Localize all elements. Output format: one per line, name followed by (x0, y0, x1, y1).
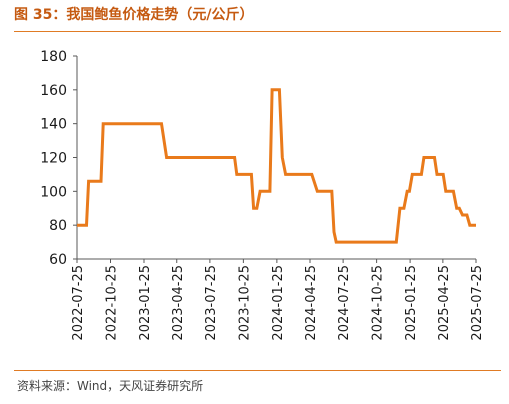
source-note: 资料来源：Wind，天风证券研究所 (17, 379, 204, 393)
title-rule (14, 31, 501, 32)
x-tick-label: 2023-10-25 (237, 265, 252, 341)
x-tick-label: 2023-01-25 (138, 265, 153, 341)
x-tick-label: 2025-04-25 (437, 265, 452, 341)
axes: 60 80 100 120 140 160 180 2022-07-25 2022-10-25 2… (40, 49, 485, 341)
y-tick-label: 80 (49, 218, 67, 234)
y-tick-label: 160 (40, 83, 67, 99)
series-layer (76, 88, 477, 244)
y-tick-label: 60 (49, 252, 67, 268)
x-tick-label: 2022-10-25 (104, 265, 119, 341)
x-tick-label: 2024-04-25 (304, 265, 319, 341)
footer-rule (14, 370, 501, 371)
x-tick-label: 2023-07-25 (204, 265, 219, 341)
x-tick-label: 2024-10-25 (371, 265, 386, 341)
x-tick-label: 2025-07-25 (470, 265, 485, 341)
price-series-line (77, 88, 476, 244)
x-tick-label: 2024-07-25 (337, 265, 352, 341)
x-tick-label: 2023-04-25 (171, 265, 186, 341)
y-tick-label: 140 (40, 117, 67, 133)
figure-title: 图 35：我国鲍鱼价格走势（元/公斤） (14, 7, 254, 23)
y-tick-label: 180 (40, 49, 67, 65)
x-tick-label: 2022-07-25 (71, 265, 86, 341)
x-tick-label: 2025-01-25 (404, 265, 419, 341)
x-tick-label: 2024-01-25 (271, 265, 286, 341)
y-tick-label: 120 (40, 151, 67, 167)
y-tick-label: 100 (40, 184, 67, 200)
